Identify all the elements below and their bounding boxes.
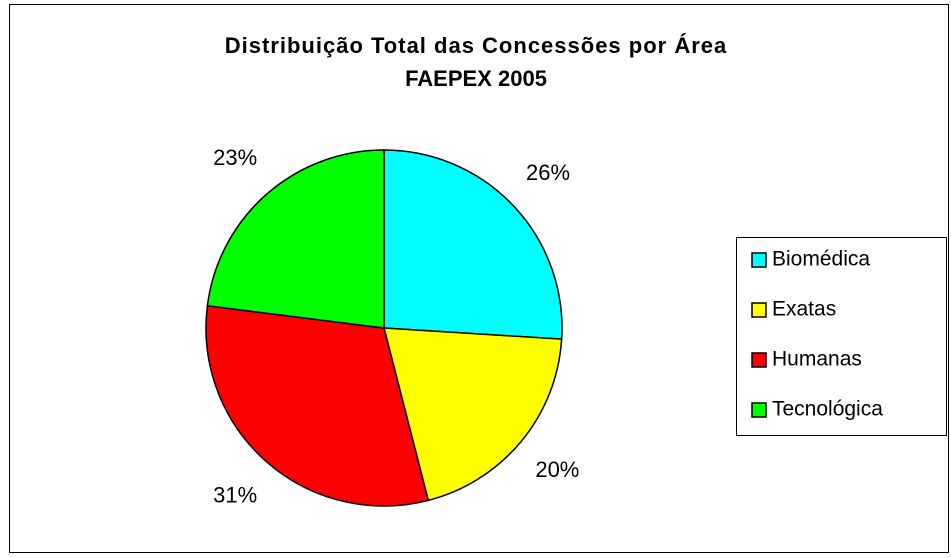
legend-label: Humanas: [772, 348, 862, 371]
chart-subtitle: FAEPEX 2005: [405, 66, 547, 91]
legend-label: Tecnológica: [772, 398, 883, 421]
pie-slice: [206, 149, 385, 329]
data-label: 20%: [535, 457, 579, 482]
legend-swatch: [751, 402, 767, 418]
data-label: 26%: [526, 160, 570, 185]
legend-box: [736, 237, 947, 436]
pie-slice: [383, 149, 563, 340]
legend-swatch: [751, 252, 767, 268]
legend-swatch: [751, 352, 767, 368]
legend-swatch: [751, 302, 767, 318]
pie-slice: [205, 304, 430, 507]
chart-title: Distribuição Total das Concessões por Ár…: [225, 33, 728, 58]
pie-slice: [383, 327, 563, 502]
data-label: 31%: [213, 483, 257, 508]
legend-label: Exatas: [772, 298, 836, 321]
data-label: 23%: [213, 145, 257, 170]
legend-label: Biomédica: [772, 248, 870, 271]
